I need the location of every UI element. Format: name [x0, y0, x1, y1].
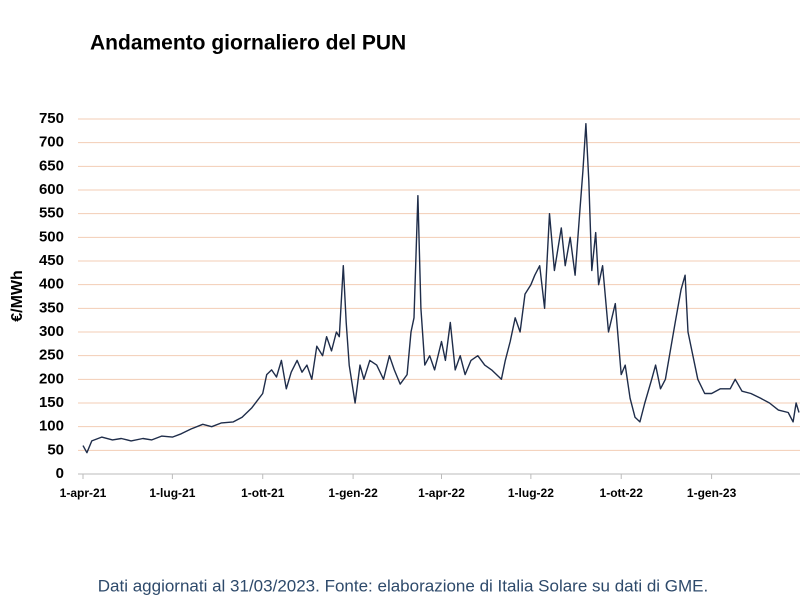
x-tick-label: 1-apr-22 — [418, 486, 465, 500]
x-tick-label: 1-apr-21 — [60, 486, 107, 500]
y-tick-label: 500 — [39, 228, 64, 245]
y-tick-label: 300 — [39, 323, 64, 340]
y-tick-label: 250 — [39, 347, 64, 364]
y-tick-label: 750 — [39, 110, 64, 127]
y-tick-label: 0 — [56, 465, 64, 482]
y-tick-label: 550 — [39, 205, 64, 222]
footnote: Dati aggiornati al 31/03/2023. Fonte: el… — [98, 576, 708, 595]
x-tick-label: 1-ott-21 — [241, 486, 285, 500]
x-tick-label: 1-gen-22 — [328, 486, 378, 500]
y-tick-label: 700 — [39, 134, 64, 151]
price-line — [82, 123, 800, 454]
y-tick-label: 400 — [39, 276, 64, 293]
y-axis-label: €/MWh — [9, 270, 26, 322]
y-tick-label: 150 — [39, 394, 64, 411]
chart-title: Andamento giornaliero del PUN — [90, 32, 406, 55]
y-tick-label: 100 — [39, 418, 64, 435]
x-tick-label: 1-gen-23 — [687, 486, 737, 500]
x-tick-label: 1-ott-22 — [600, 486, 644, 500]
y-tick-label: 650 — [39, 157, 64, 174]
y-tick-label: 200 — [39, 370, 64, 387]
y-tick-label: 450 — [39, 252, 64, 269]
y-tick-label: 350 — [39, 299, 64, 316]
y-tick-label: 600 — [39, 181, 64, 198]
x-tick-label: 1-lug-22 — [508, 486, 554, 500]
x-tick-label: 1-lug-21 — [149, 486, 195, 500]
y-tick-label: 50 — [47, 441, 64, 458]
